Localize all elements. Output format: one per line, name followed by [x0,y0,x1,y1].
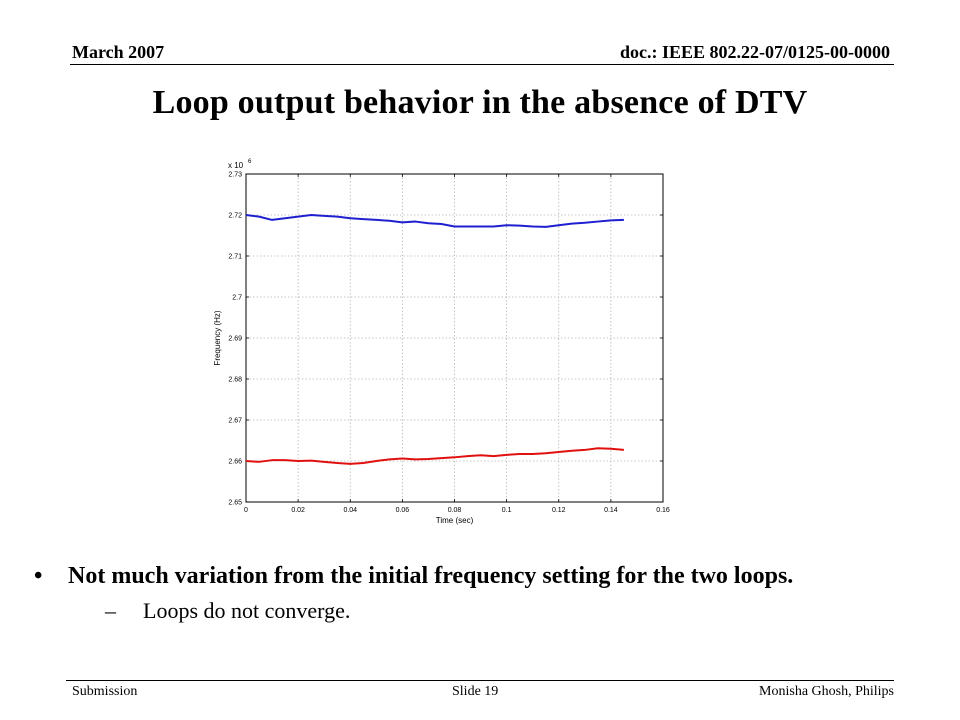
footer-author: Monisha Ghosh, Philips [759,684,894,699]
sub-bullet-marker: – [105,598,116,623]
bullet-list: • Not much variation from the initial fr… [34,560,914,624]
header-divider [70,64,894,65]
x-tick-label: 0.06 [396,507,410,514]
y-tick-label: 2.7 [232,295,242,302]
sub-bullet-text: Loops do not converge. [143,598,351,623]
x-tick-label: 0 [244,507,248,514]
x-tick-label: 0.16 [656,507,670,514]
x-tick-label: 0.08 [448,507,462,514]
frequency-chart: 0 0.02 0.04 0.06 0.08 0.1 0.12 0.14 0.16 2.65 2.66… [205,145,680,535]
x-tick-label: 0.14 [604,507,618,514]
footer-submission: Submission [72,684,138,699]
y-multiplier-exponent: 6 [248,159,252,165]
y-tick-label: 2.65 [228,500,242,507]
x-tick-label: 0.12 [552,507,566,514]
y-tick-label: 2.71 [228,254,242,261]
series-layer [245,214,625,465]
tick-layer: 0 0.02 0.04 0.06 0.08 0.1 0.12 0.14 0.16 2.65 2.66… [228,172,670,515]
x-tick-label: 0.02 [291,507,305,514]
bullet-marker: • [34,563,43,589]
bullet-text: Not much variation from the initial freq… [68,563,794,589]
series-line-2 [245,447,625,465]
x-tick-label: 0.04 [343,507,357,514]
y-tick-label: 2.66 [228,459,242,466]
chart-svg: 0 0.02 0.04 0.06 0.08 0.1 0.12 0.14 0.16 2.65 2.66… [213,159,670,525]
y-tick-label: 2.73 [228,172,242,179]
y-multiplier-label: x 10 [228,161,244,170]
bullet-item: • Not much variation from the initial fr… [34,560,914,592]
series-line-1 [245,214,624,228]
y-axis-label: Frequency (Hz) [213,310,222,365]
x-tick-label: 0.1 [502,507,512,514]
x-axis-label: Time (sec) [436,516,474,525]
footer-divider [66,680,894,681]
y-tick-label: 2.67 [228,418,242,425]
y-tick-label: 2.72 [228,213,242,220]
grid-layer [246,174,663,502]
sub-bullet-item: – Loops do not converge. [105,598,914,624]
y-tick-label: 2.69 [228,336,242,343]
header-doc-id: doc.: IEEE 802.22-07/0125-00-0000 [620,42,890,62]
header-date: March 2007 [72,42,165,62]
footer-slide-number: Slide 19 [452,684,499,699]
y-tick-label: 2.68 [228,377,242,384]
slide-title: Loop output behavior in the absence of D… [152,84,808,121]
